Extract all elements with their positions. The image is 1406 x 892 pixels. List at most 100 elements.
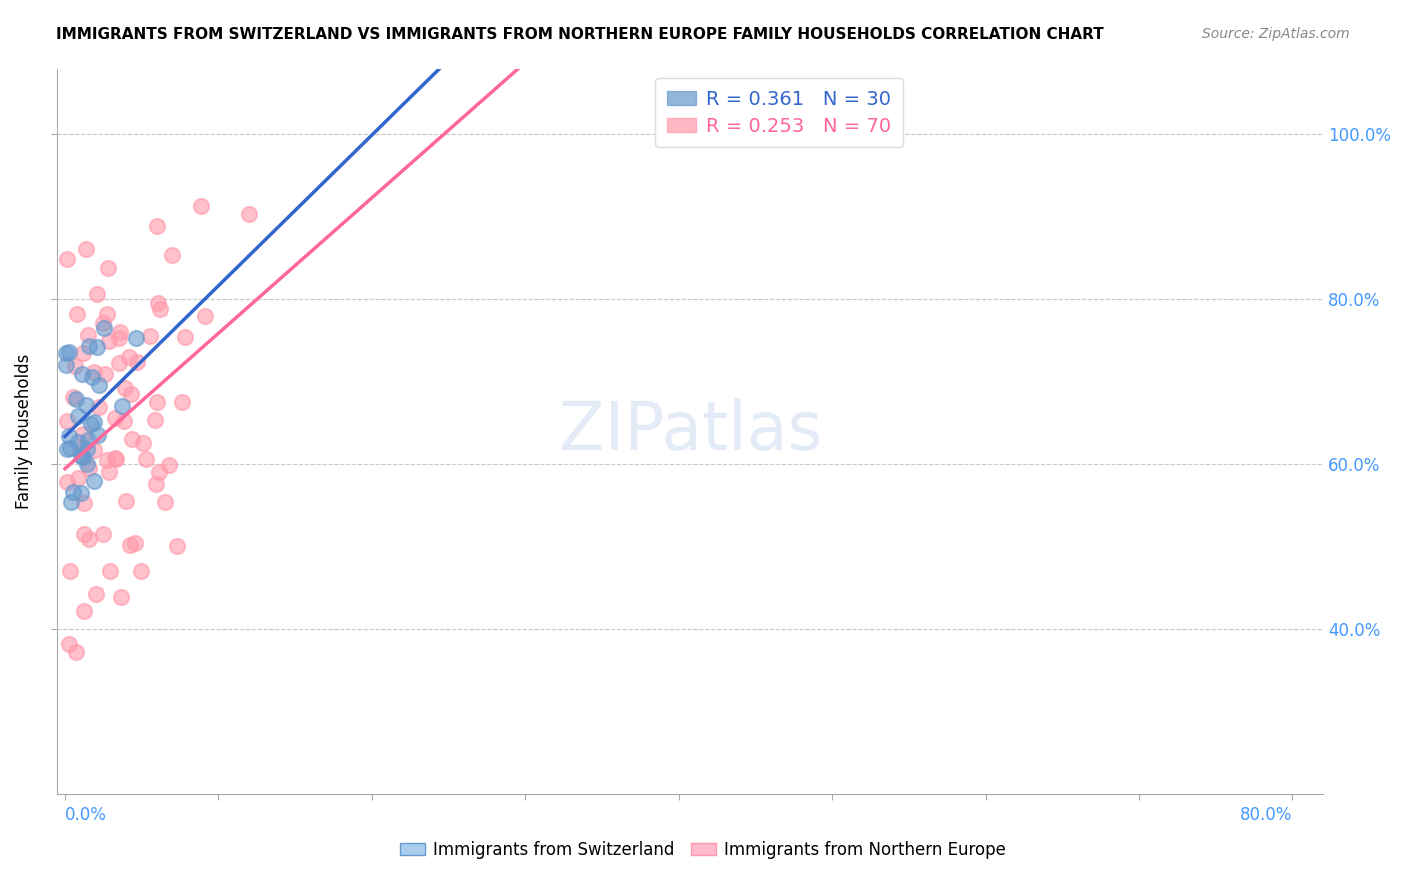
Text: 80.0%: 80.0% bbox=[1240, 806, 1292, 824]
Point bbox=[56, 414, 79, 428]
Point bbox=[104, 411, 127, 425]
Point bbox=[127, 355, 149, 369]
Point bbox=[79, 532, 101, 546]
Point bbox=[70, 449, 93, 463]
Point bbox=[84, 587, 107, 601]
Point bbox=[58, 429, 80, 443]
Point bbox=[62, 390, 84, 404]
Point bbox=[194, 309, 217, 323]
Point bbox=[166, 539, 188, 553]
Point bbox=[129, 564, 152, 578]
Point bbox=[83, 443, 105, 458]
Point bbox=[97, 334, 120, 348]
Point bbox=[75, 398, 97, 412]
Point bbox=[91, 316, 114, 330]
Point bbox=[66, 307, 89, 321]
Point bbox=[59, 495, 82, 509]
Point bbox=[72, 346, 94, 360]
Point bbox=[77, 433, 100, 447]
Point bbox=[83, 415, 105, 429]
Point bbox=[146, 219, 169, 233]
Point bbox=[145, 477, 167, 491]
Point bbox=[118, 350, 141, 364]
Point bbox=[238, 207, 260, 221]
Point bbox=[73, 496, 96, 510]
Point bbox=[98, 465, 121, 479]
Point bbox=[91, 526, 114, 541]
Point bbox=[77, 461, 100, 475]
Point bbox=[59, 564, 82, 578]
Point bbox=[67, 434, 90, 449]
Point bbox=[56, 475, 79, 489]
Point bbox=[108, 356, 131, 370]
Point bbox=[139, 329, 162, 343]
Point bbox=[80, 369, 103, 384]
Point bbox=[114, 414, 136, 428]
Point bbox=[58, 637, 80, 651]
Point bbox=[98, 565, 121, 579]
Point bbox=[87, 427, 110, 442]
Point bbox=[75, 242, 97, 256]
Point bbox=[96, 307, 118, 321]
Point bbox=[145, 395, 167, 409]
Text: IMMIGRANTS FROM SWITZERLAND VS IMMIGRANTS FROM NORTHERN EUROPE FAMILY HOUSEHOLDS: IMMIGRANTS FROM SWITZERLAND VS IMMIGRANT… bbox=[56, 27, 1104, 42]
Point bbox=[121, 432, 143, 446]
Point bbox=[83, 474, 105, 488]
Point bbox=[58, 345, 80, 359]
Point bbox=[55, 346, 77, 360]
Point bbox=[67, 471, 90, 485]
Point bbox=[107, 331, 129, 345]
Point bbox=[76, 458, 98, 472]
Point bbox=[94, 368, 117, 382]
Point bbox=[76, 442, 98, 457]
Point bbox=[143, 413, 166, 427]
Point bbox=[83, 365, 105, 379]
Point bbox=[70, 486, 93, 500]
Point bbox=[59, 441, 82, 455]
Point bbox=[108, 326, 131, 340]
Point bbox=[149, 301, 172, 316]
Point bbox=[162, 248, 184, 262]
Point bbox=[65, 392, 87, 406]
Point bbox=[104, 452, 127, 467]
Text: Source: ZipAtlas.com: Source: ZipAtlas.com bbox=[1202, 27, 1350, 41]
Point bbox=[86, 287, 108, 301]
Point bbox=[56, 442, 79, 456]
Point bbox=[76, 327, 98, 342]
Point bbox=[96, 453, 118, 467]
Point bbox=[124, 331, 146, 345]
Point bbox=[62, 485, 84, 500]
Point bbox=[110, 590, 132, 604]
Point bbox=[73, 527, 96, 541]
Point bbox=[70, 367, 93, 381]
Point bbox=[104, 451, 127, 466]
Y-axis label: Family Households: Family Households bbox=[15, 353, 32, 508]
Point bbox=[65, 645, 87, 659]
Legend: R = 0.361   N = 30, R = 0.253   N = 70: R = 0.361 N = 30, R = 0.253 N = 70 bbox=[655, 78, 903, 147]
Point bbox=[124, 535, 146, 549]
Point bbox=[86, 340, 108, 354]
Point bbox=[173, 330, 195, 344]
Point bbox=[148, 465, 170, 479]
Point bbox=[65, 359, 87, 373]
Point bbox=[87, 377, 110, 392]
Point bbox=[111, 399, 134, 413]
Point bbox=[135, 452, 157, 467]
Text: ZIPatlas: ZIPatlas bbox=[558, 398, 823, 464]
Point bbox=[118, 538, 141, 552]
Point bbox=[132, 436, 155, 450]
Point bbox=[153, 495, 176, 509]
Point bbox=[170, 394, 193, 409]
Point bbox=[77, 339, 100, 353]
Point bbox=[55, 358, 77, 372]
Point bbox=[115, 494, 138, 508]
Point bbox=[70, 442, 93, 456]
Point bbox=[114, 380, 136, 394]
Point bbox=[72, 427, 94, 442]
Legend: Immigrants from Switzerland, Immigrants from Northern Europe: Immigrants from Switzerland, Immigrants … bbox=[394, 835, 1012, 866]
Point bbox=[120, 387, 142, 401]
Point bbox=[56, 252, 79, 267]
Point bbox=[157, 458, 180, 472]
Point bbox=[67, 409, 90, 424]
Point bbox=[97, 260, 120, 275]
